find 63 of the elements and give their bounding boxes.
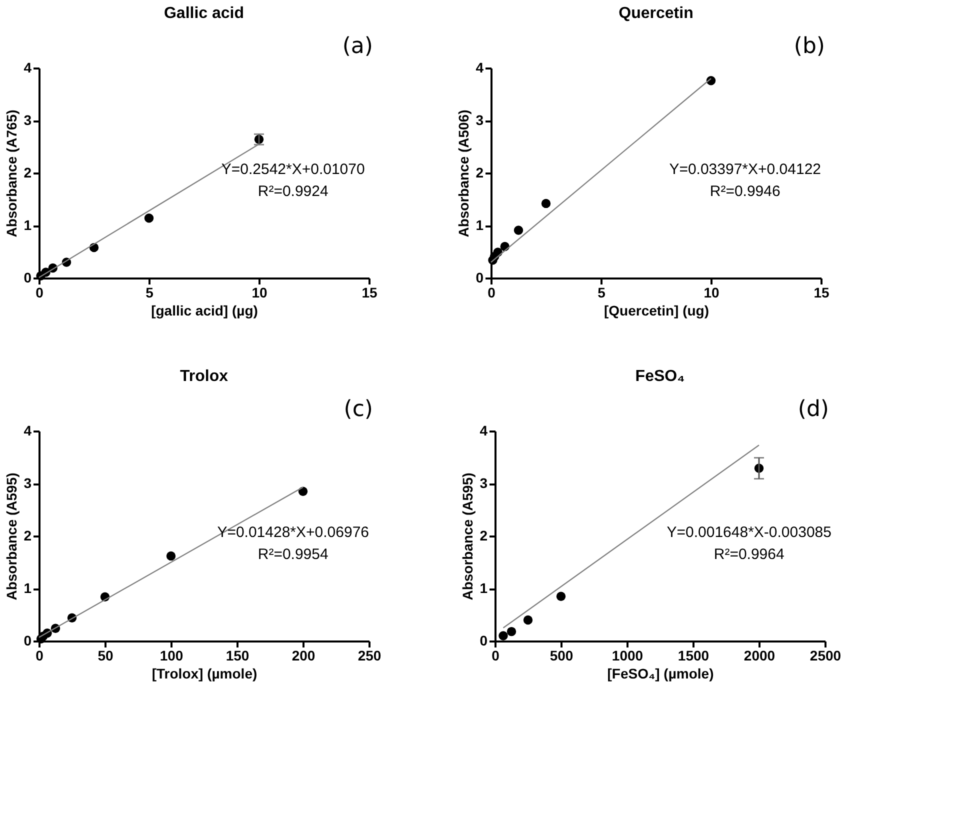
- y-tick-label: 4: [476, 60, 484, 76]
- y-tick-label: 4: [24, 422, 32, 438]
- y-tick-label: 1: [24, 217, 32, 233]
- y-tick-label: 0: [476, 270, 484, 286]
- chart-title: Gallic acid: [164, 5, 244, 22]
- text: (a): [342, 34, 373, 59]
- x-tick-label: 500: [550, 648, 574, 664]
- text: (d): [798, 397, 829, 422]
- y-tick-label: 2: [480, 528, 488, 544]
- y-tick-label: 2: [476, 164, 484, 180]
- x-tick-label: 15: [814, 284, 830, 300]
- y-tick-label: 3: [24, 112, 32, 128]
- x-tick-label: 0: [36, 284, 44, 300]
- annotation: R²=0.9964: [714, 546, 784, 563]
- annotation: R²=0.9924: [258, 182, 328, 200]
- x-tick-label: 250: [358, 648, 382, 664]
- x-tick-label: 2500: [810, 648, 842, 664]
- x-tick-label: 50: [98, 648, 114, 664]
- x-tick-label: 0: [492, 648, 500, 664]
- annotation: R²=0.9954: [258, 546, 328, 563]
- y-tick-label: 3: [476, 112, 484, 128]
- y-tick-label: 3: [480, 475, 488, 491]
- x-tick-label: 200: [292, 648, 316, 664]
- y-axis-title: Absorbance (A595): [460, 472, 476, 600]
- y-axis-title: Absorbance (A506): [456, 110, 472, 238]
- x-tick-label: 10: [704, 284, 720, 300]
- y-tick-label: 4: [480, 422, 488, 438]
- x-tick-label: 1500: [678, 648, 710, 664]
- y-tick-label: 2: [24, 528, 32, 544]
- x-tick-label: 10: [252, 284, 268, 300]
- x-axis-title: [FeSO₄] (µmole): [607, 666, 714, 682]
- y-tick-label: 4: [24, 60, 32, 76]
- x-tick-label: 2000: [744, 648, 776, 664]
- y-tick-label: 1: [476, 217, 484, 233]
- y-axis-title: Absorbance (A595): [4, 472, 20, 600]
- y-tick-label: 1: [480, 580, 488, 596]
- annotation: Y=0.001648*X-0.003085: [666, 524, 832, 541]
- y-tick-label: 0: [24, 632, 32, 648]
- x-tick-label: 15: [362, 284, 378, 300]
- x-tick-label: 5: [598, 284, 606, 300]
- chart-title: Quercetin: [618, 5, 694, 22]
- annotation: Y=0.01428*X+0.06976: [217, 524, 370, 541]
- y-tick-label: 1: [24, 580, 32, 596]
- annotation: Y=0.2542*X+0.01070: [221, 160, 365, 178]
- annotation: R²=0.9946: [710, 182, 780, 200]
- y-tick-label: 3: [24, 475, 32, 491]
- x-tick-label: 0: [36, 648, 44, 664]
- chart-title: Trolox: [180, 368, 228, 385]
- x-tick-label: 5: [146, 284, 154, 300]
- y-axis-title: Absorbance (A765): [4, 110, 20, 238]
- x-axis-title: [Quercetin] (ug): [604, 302, 709, 318]
- chart-title: FeSO₄: [635, 368, 685, 385]
- y-tick-label: 0: [480, 632, 488, 648]
- x-axis-title: [Trolox] (µmole): [152, 666, 258, 682]
- text: (c): [344, 397, 373, 422]
- y-tick-label: 2: [24, 164, 32, 180]
- x-axis-title: [gallic acid] (µg): [151, 302, 258, 318]
- x-tick-label: 100: [160, 648, 184, 664]
- x-tick-label: 150: [226, 648, 250, 664]
- x-tick-label: 1000: [612, 648, 644, 664]
- text: (b): [794, 34, 825, 59]
- y-tick-label: 0: [24, 270, 32, 286]
- annotation: Y=0.03397*X+0.04122: [669, 160, 822, 178]
